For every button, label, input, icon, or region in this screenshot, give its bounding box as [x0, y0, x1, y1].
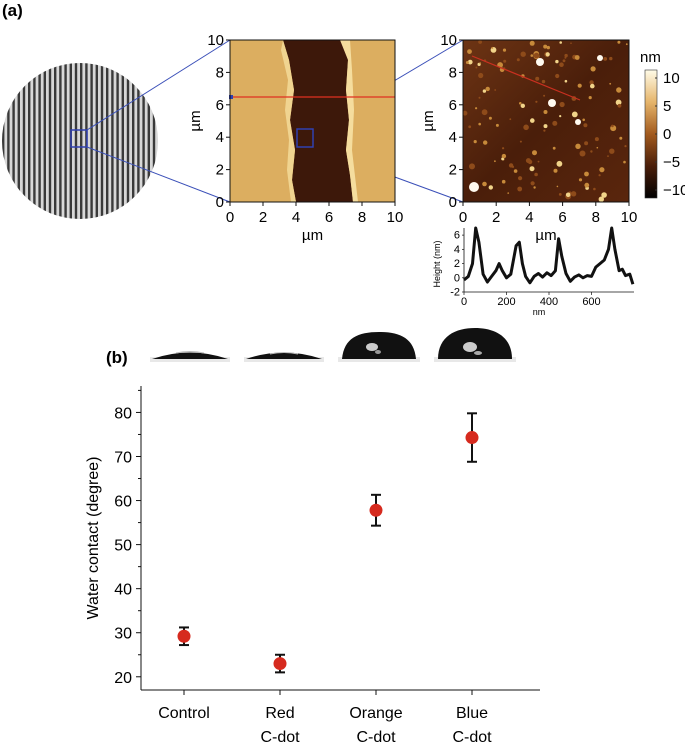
y-tick-label: 20 — [114, 670, 132, 687]
x-category-label: C-dot — [260, 729, 300, 746]
profile-y-tick-label: 2 — [454, 258, 460, 270]
afm-zoom-x-tick-label: 10 — [621, 209, 638, 226]
profile-y-tick-label: 4 — [454, 244, 460, 256]
x-category-label: Control — [158, 705, 210, 722]
droplet-orange-cdot — [338, 332, 420, 362]
droplet-red-cdot — [244, 352, 324, 362]
afm-large-x-tick-label: 0 — [226, 209, 234, 226]
afm-zoom-y-unit: µm — [420, 110, 437, 131]
optical-stripe-image — [2, 63, 158, 219]
colorbar-tick-label: −10 — [663, 182, 685, 199]
afm-zoom-x-tick-label: 4 — [525, 209, 533, 226]
x-category-label: Blue — [456, 705, 488, 722]
colorbar-tick-label: 5 — [663, 98, 671, 115]
afm-large-x-tick-label: 10 — [387, 209, 404, 226]
colorbar-tick-label: 10 — [663, 70, 680, 87]
afm-zoom-x-unit: µm — [535, 227, 556, 244]
afm-large-x-tick-label: 2 — [259, 209, 267, 226]
afm-zoom-profile-line — [471, 55, 581, 101]
afm-large-axes: 0 2 4 6 8 10 0 2 4 6 8 10 µm µm — [187, 32, 403, 244]
y-tick-label: 60 — [114, 494, 132, 511]
profile-x-tick-label: 400 — [540, 296, 558, 308]
afm-zoom-y-tick-label: 10 — [440, 32, 457, 49]
zoom-box-circle — [70, 129, 88, 148]
colorbar: nm 10 5 0 −5 −10 — [640, 49, 685, 199]
afm-large-image — [229, 40, 395, 202]
afm-large-y-tick-label: 2 — [216, 162, 224, 179]
afm-large-y-unit: µm — [187, 110, 204, 131]
afm-large-x-tick-label: 6 — [325, 209, 333, 226]
afm-large-y-tick-label: 0 — [216, 194, 224, 211]
profile-x-tick-label: 0 — [461, 296, 467, 308]
afm-large-y-tick-label: 10 — [207, 32, 224, 49]
x-category-label: Orange — [349, 705, 402, 722]
y-tick-label: 30 — [114, 626, 132, 643]
y-tick-label: 80 — [114, 405, 132, 422]
droplet-images — [150, 328, 516, 362]
afm-large-y-tick-label: 8 — [216, 64, 224, 81]
profile-y-tick-label: 0 — [454, 272, 460, 284]
profile-x-tick-label: 200 — [497, 296, 515, 308]
afm-zoom-y-tick-label: 6 — [449, 97, 457, 114]
afm-large-y-tick-label: 4 — [216, 129, 224, 146]
colorbar-tick-label: −5 — [663, 154, 680, 171]
data-point — [369, 503, 383, 517]
afm-zoom-x-tick-label: 0 — [459, 209, 467, 226]
afm-zoom-image — [462, 40, 629, 202]
afm-zoom-y-tick-label: 0 — [449, 194, 457, 211]
x-category-label: Red — [265, 705, 294, 722]
profile-x-label: nm — [533, 307, 546, 317]
afm-large-y-tick-label: 6 — [216, 97, 224, 114]
y-axis-title: Water contact (degree) — [85, 456, 102, 619]
afm-zoom-y-tick-label: 4 — [449, 129, 457, 146]
profile-series-line — [463, 226, 635, 285]
data-point — [177, 629, 191, 643]
profile-y-tick-label: -2 — [450, 287, 460, 299]
y-tick-label: 70 — [114, 449, 132, 466]
x-category-label: C-dot — [356, 729, 396, 746]
zoom-box-afm — [296, 128, 314, 148]
contact-angle-chart: 20 30 40 50 60 70 80 Water contact (degree) Cont… — [85, 386, 540, 746]
panel-a-label: (a) — [2, 1, 23, 20]
afm-zoom-x-tick-label: 6 — [558, 209, 566, 226]
data-point — [465, 431, 479, 445]
afm-zoom-x-tick-label: 8 — [592, 209, 600, 226]
afm-zoom-y-tick-label: 8 — [449, 64, 457, 81]
colorbar-unit: nm — [640, 49, 661, 66]
profile-y-label: Height (nm) — [432, 240, 442, 287]
profile-x-tick-label: 600 — [582, 296, 600, 308]
colorbar-tick-label: 0 — [663, 126, 671, 143]
afm-large-x-unit: µm — [302, 227, 323, 244]
droplet-blue-cdot — [434, 328, 516, 362]
droplet-control — [150, 351, 230, 362]
profile-y-tick-label: 6 — [454, 230, 460, 242]
afm-zoom-y-tick-label: 2 — [449, 162, 457, 179]
afm-large-x-tick-label: 4 — [292, 209, 300, 226]
y-tick-label: 40 — [114, 582, 132, 599]
afm-large-x-tick-label: 8 — [358, 209, 366, 226]
panel-b-label: (b) — [106, 348, 128, 367]
data-point — [273, 657, 287, 671]
afm-zoom-x-tick-label: 2 — [492, 209, 500, 226]
y-tick-label: 50 — [114, 538, 132, 555]
afm-zoom-axes: 0 2 4 6 8 10 0 2 4 6 8 10 µm µm — [420, 32, 637, 244]
x-category-label: C-dot — [452, 729, 492, 746]
